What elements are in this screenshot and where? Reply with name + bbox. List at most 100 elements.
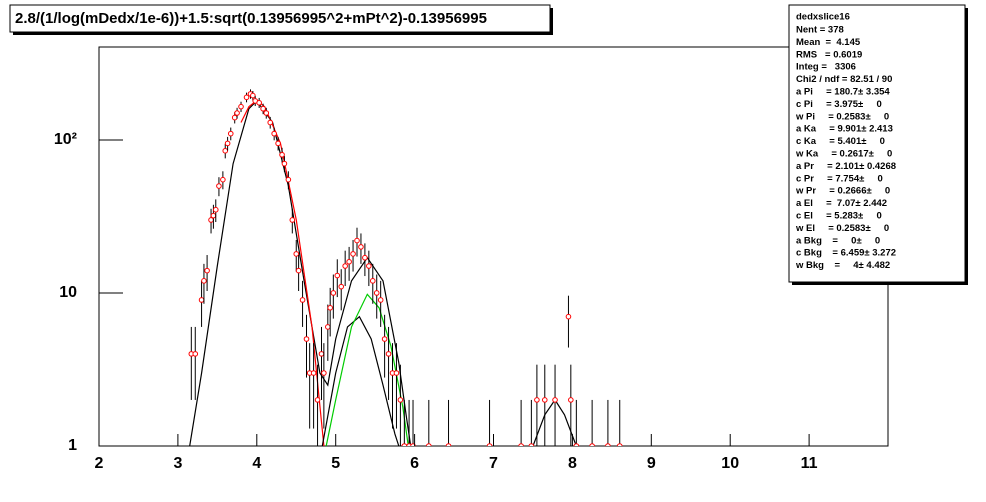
stats-row: c Pi = 3.975± 0 [796, 99, 882, 110]
x-tick-label: 6 [410, 455, 419, 472]
data-point [293, 251, 300, 257]
data-point [210, 212, 217, 219]
x-tick-label: 5 [331, 455, 340, 472]
data-point [426, 443, 432, 446]
data-point [256, 99, 262, 106]
data-point [568, 397, 574, 403]
data-point [616, 443, 623, 446]
data-point [299, 297, 306, 303]
data-point [222, 147, 229, 154]
title-box [9, 4, 551, 33]
data-point [541, 397, 548, 403]
stats-row: w El = 0.2583± 0 [795, 223, 889, 234]
stats-row: w Pi = 0.2583± 0 [795, 111, 889, 122]
plot-area [188, 89, 623, 446]
x-tick-label: 4 [252, 455, 261, 472]
stats-row: a Ka = 9.901± 2.413 [796, 124, 893, 135]
data-point [518, 443, 524, 446]
data-point [573, 443, 580, 446]
data-point [528, 443, 535, 446]
data-point [445, 443, 452, 446]
data-point [201, 278, 207, 284]
data-point [227, 130, 234, 137]
y-tick-label: 10² [54, 131, 77, 148]
data-point [238, 103, 244, 110]
data-point [346, 258, 352, 265]
data-point [295, 267, 302, 274]
stats-box [788, 4, 966, 283]
data-point [369, 278, 376, 284]
data-point [565, 313, 572, 320]
stats-row: Mean = 4.145 [796, 37, 861, 48]
y-tick-label: 1 [68, 437, 77, 454]
stats-row: a Pr = 2.101± 0.4268 [796, 161, 896, 172]
data-point [401, 443, 408, 446]
data-point [342, 263, 348, 269]
stats-row: Integ = 3306 [796, 62, 856, 73]
data-point [377, 297, 384, 303]
data-point [243, 94, 250, 101]
stats-row: c Ka = 5.401± 0 [796, 136, 885, 147]
stats-row: a El = 7.07± 2.442 [796, 198, 887, 209]
data-point [281, 160, 288, 167]
data-point [534, 397, 540, 403]
data-point [279, 151, 285, 158]
data-point [362, 254, 368, 261]
stats-row: c Bkg = 6.459± 3.272 [796, 248, 896, 259]
stats-title: dedxslice16 [796, 12, 850, 23]
x-tick-label: 10 [721, 455, 739, 472]
data-point [321, 370, 327, 376]
data-point [260, 105, 266, 112]
stats-row: RMS = 0.6019 [796, 49, 862, 60]
data-point [373, 290, 380, 296]
stats-row: Nent = 378 [796, 25, 844, 36]
data-point [486, 443, 493, 446]
stats-row: a Pi = 180.7± 3.354 [796, 87, 890, 98]
data-point [289, 217, 296, 223]
x-tick-label: 9 [647, 455, 656, 472]
x-tick-label: 11 [801, 455, 818, 472]
stats-row: w Ka = 0.2617± 0 [795, 149, 892, 160]
data-point [314, 397, 321, 403]
data-point [220, 176, 226, 183]
y-tick-label: 10 [59, 284, 77, 301]
stats-row: w Bkg = 4± 4.482 [795, 260, 890, 271]
x-tick-label: 2 [95, 455, 104, 472]
chart-title: 2.8/(1/log(mDedx/1e-6))+1.5:sqrt(0.13956… [15, 10, 487, 27]
data-point [354, 237, 360, 244]
stats-row: a Bkg = 0± 0 [796, 235, 880, 246]
data-point [267, 119, 274, 126]
data-point [231, 114, 238, 121]
data-point [275, 140, 281, 147]
data-point [338, 283, 345, 290]
data-point [358, 244, 364, 250]
data-point [263, 110, 270, 116]
data-point [204, 267, 210, 274]
data-point [216, 183, 222, 189]
data-point [406, 443, 412, 446]
data-point [552, 397, 558, 403]
data-point [234, 110, 240, 116]
stats-row: Chi2 / ndf = 82.51 / 90 [796, 74, 892, 85]
stats-row: c El = 5.283± 0 [796, 211, 882, 222]
data-point [393, 370, 400, 376]
data-point [224, 140, 231, 147]
data-point [318, 351, 325, 357]
data-point [250, 92, 256, 99]
x-tick-label: 8 [568, 455, 577, 472]
data-point [212, 206, 219, 213]
data-point [350, 251, 356, 257]
data-point [385, 351, 392, 357]
data-point [327, 305, 333, 311]
fit-curve [240, 99, 325, 446]
data-point [605, 443, 611, 446]
data-point [198, 297, 205, 303]
data-point [285, 176, 292, 183]
data-point [325, 324, 331, 330]
data-point [310, 370, 317, 376]
data-point [397, 397, 404, 403]
data-point [366, 263, 372, 269]
stats-row: w Pr = 0.2666± 0 [795, 186, 890, 197]
data-point [334, 272, 341, 279]
